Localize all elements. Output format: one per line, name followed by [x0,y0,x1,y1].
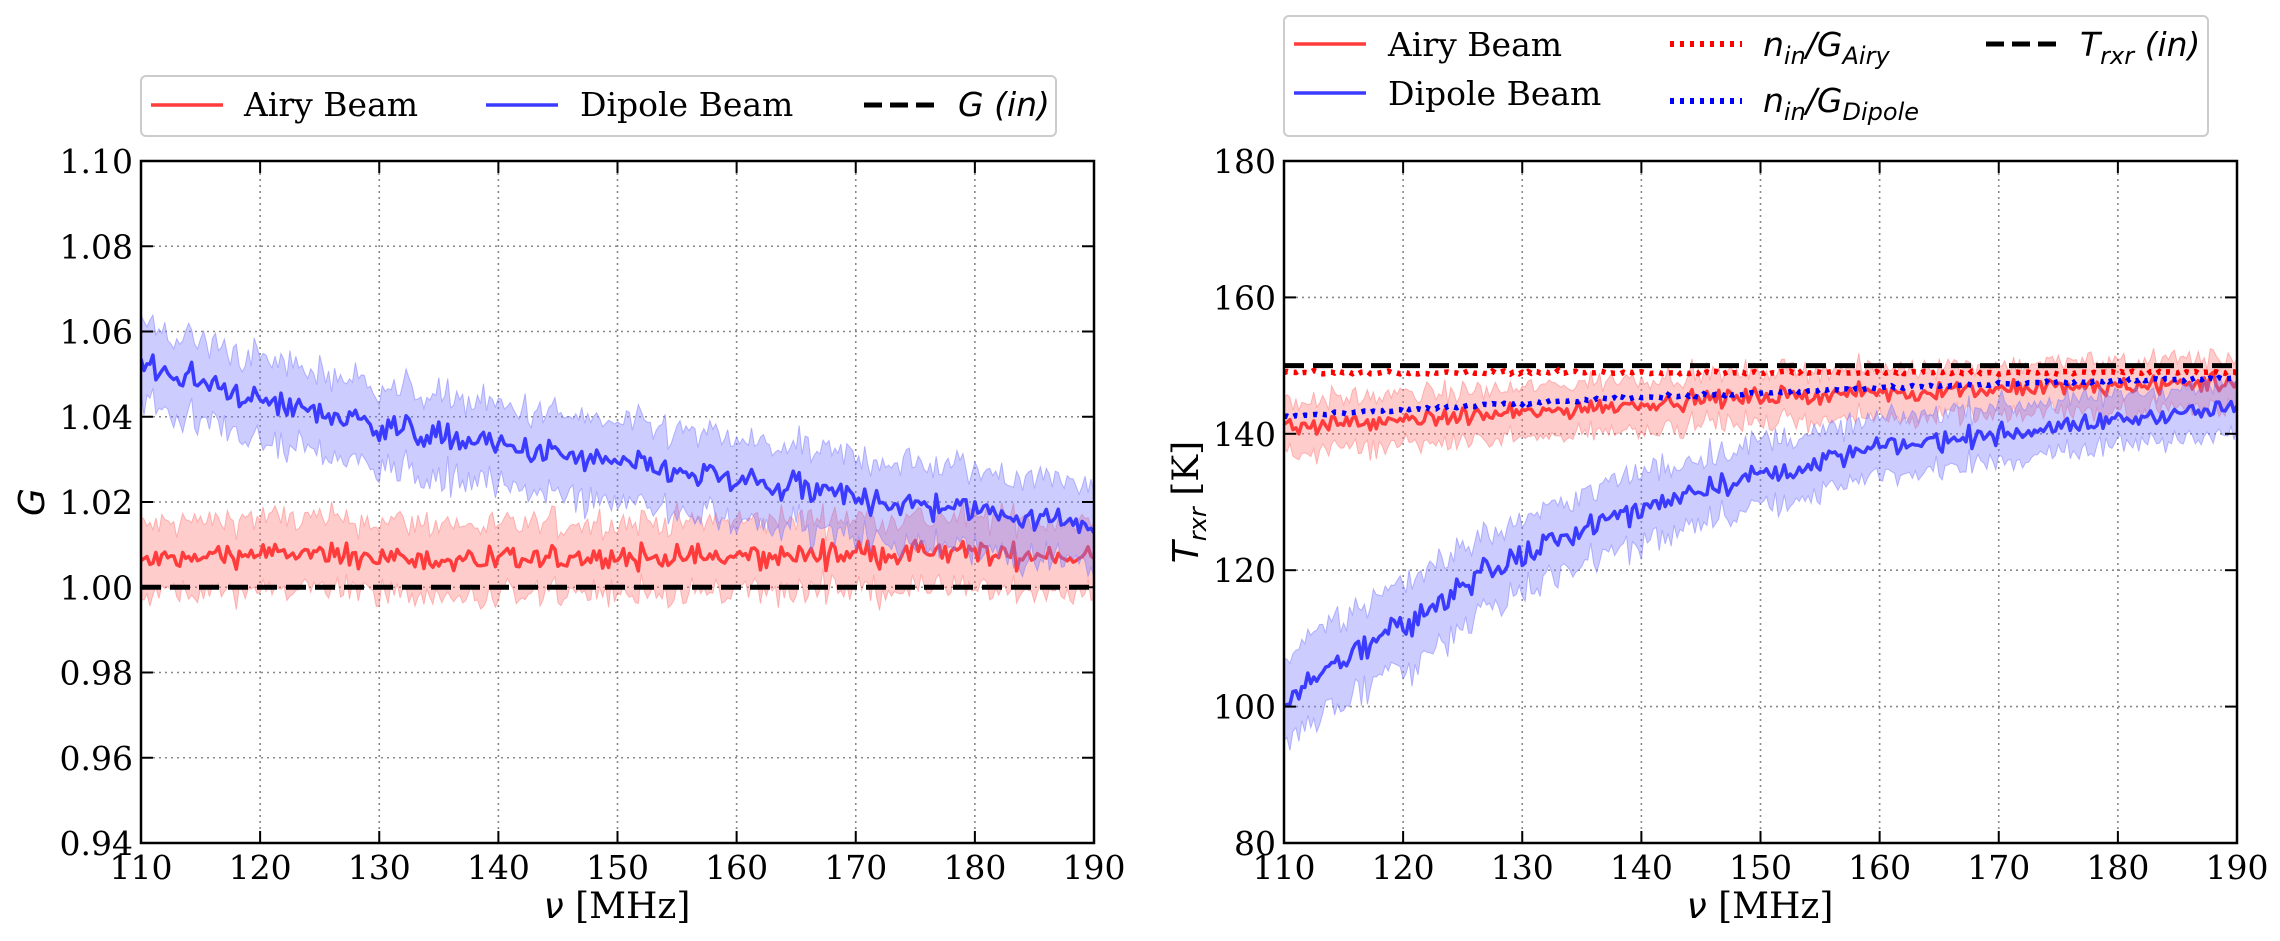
right-line-dipole-beam [1284,399,2237,708]
right-legend-label-airy: Airy Beam [1387,25,1562,64]
left-xtick-label: 130 [348,848,411,887]
right-ytick-label: 140 [1213,415,1276,454]
left-ytick-label: 1.06 [60,313,133,352]
left-xtick-label: 170 [824,848,887,887]
right-legend-box [1283,15,2209,137]
right-ytick-label: 80 [1234,824,1276,863]
left-xtick-label: 160 [705,848,768,887]
right-legend-label-trxr-in: Trxr (in) [2080,25,2200,70]
left-chart: 110 120 130 140 150 160 170 180 190 0.94 0.96 0.98 1… [12,75,1126,927]
left-xtick-label: 180 [943,848,1006,887]
right-legend-label-dipole: Dipole Beam [1388,74,1601,113]
left-ytick-label: 1.08 [60,227,133,266]
left-band-dipole-beam [141,313,1094,579]
right-line-n-in-g-dipole [1284,374,2237,421]
left-legend-label-gin: G (in) [958,85,1050,124]
right-xtick-label: 190 [2206,848,2269,887]
left-line-dipole-beam [141,353,1094,535]
left-series [141,313,1094,611]
right-xtick-label: 180 [2086,848,2149,887]
right-xtick-label: 130 [1491,848,1554,887]
left-ytick-label: 1.04 [60,398,133,437]
left-ytick-label: 1.00 [60,568,133,607]
left-xtick-label: 150 [586,848,649,887]
left-legend-label-dipole: Dipole Beam [580,85,793,124]
right-band-airy-beam [1284,347,2237,465]
left-ytick-label: 0.98 [60,654,133,693]
left-legend-label-airy: Airy Beam [243,85,418,124]
left-ylabel: G [12,488,53,516]
left-ytick-label: 1.10 [60,142,133,181]
left-xtick-label: 120 [229,848,292,887]
left-legend-box [140,75,1057,137]
left-xtick-label: 190 [1063,848,1126,887]
right-ytick-label: 120 [1213,551,1276,590]
right-ticks: 110 120 130 140 150 160 170 180 190 80 100 120 140 16… [1213,142,2269,887]
left-xlabel: ν [MHz] [544,886,691,927]
right-ytick-label: 180 [1213,142,1276,181]
right-band-dipole-beam [1284,374,2237,751]
right-xtick-label: 140 [1610,848,1673,887]
left-legend: Airy Beam Dipole Beam G (in) [140,75,1057,137]
right-ylabel: Trxr [K] [1166,441,1212,563]
right-xtick-label: 150 [1729,848,1792,887]
right-line-airy-beam [1284,370,2237,436]
right-chart: 110 120 130 140 150 160 170 180 190 80 100 120 140 16… [1166,15,2269,927]
right-xtick-label: 160 [1848,848,1911,887]
right-xtick-label: 170 [1967,848,2030,887]
left-xtick-label: 110 [110,848,173,887]
right-legend: Airy Beam Dipole Beam nin/GAiry nin/GDip… [1283,15,2209,137]
left-ytick-label: 0.94 [60,824,133,863]
left-ticks: 110 120 130 140 150 160 170 180 190 0.94 0.96 0.98 1… [60,142,1126,887]
left-line-airy-beam [141,538,1094,573]
right-xtick-label: 120 [1372,848,1435,887]
right-series [1284,347,2237,751]
right-xtick-label: 110 [1253,848,1316,887]
left-band-airy-beam [141,501,1094,611]
right-ytick-label: 160 [1213,278,1276,317]
right-ytick-label: 100 [1213,688,1276,727]
left-ytick-label: 1.02 [60,483,133,522]
right-xlabel: ν [MHz] [1687,886,1834,927]
left-ytick-label: 0.96 [60,739,133,778]
left-xtick-label: 140 [467,848,530,887]
